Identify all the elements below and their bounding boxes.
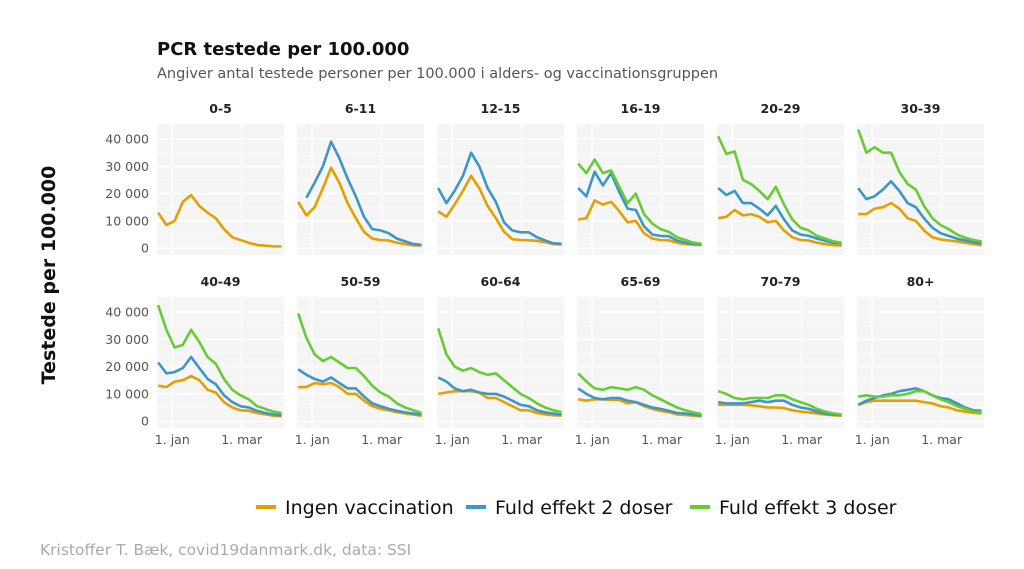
x-tick-label: 1. jan bbox=[715, 432, 750, 447]
series-line-2-doser bbox=[437, 376, 562, 417]
y-tick-label: 0 bbox=[141, 414, 149, 429]
strip-label: 40-49 bbox=[201, 274, 241, 289]
chart-subtitle: Angiver antal testede personer per 100.0… bbox=[157, 66, 718, 82]
x-tick-label: 1. jan bbox=[855, 432, 890, 447]
series-line-2-doser bbox=[577, 170, 702, 246]
series-line-3-doser bbox=[577, 372, 702, 416]
y-tick-label: 10 000 bbox=[105, 386, 149, 401]
series-line-2-doser bbox=[717, 399, 842, 417]
strip-label: 0-5 bbox=[209, 101, 232, 116]
panel-background bbox=[157, 124, 284, 255]
strip-label: 12-15 bbox=[481, 101, 521, 116]
legend-label: Fuld effekt 3 doser bbox=[719, 497, 897, 519]
y-tick-label: 0 bbox=[141, 241, 149, 256]
series-line-ingen-vaccination bbox=[718, 403, 842, 417]
panel-70-79: 70-79 1. jan 1. mar bbox=[715, 274, 844, 447]
y-tick-label: 20 000 bbox=[105, 359, 149, 374]
y-tick-label: 40 000 bbox=[105, 305, 149, 320]
x-tick-label: 1. mar bbox=[641, 432, 683, 447]
series-line-3-doser bbox=[436, 328, 562, 414]
strip-label: 80+ bbox=[907, 274, 935, 289]
series-line-2-doser bbox=[437, 151, 562, 246]
y-tick-label: 40 000 bbox=[105, 132, 149, 147]
strip-label: 50-59 bbox=[341, 274, 381, 289]
panel-background bbox=[857, 124, 984, 255]
legend-label: Fuld effekt 2 doser bbox=[495, 497, 673, 519]
x-tick-label: 1. mar bbox=[501, 432, 543, 447]
series-line-2-doser bbox=[857, 180, 982, 245]
series-line-3-doser bbox=[717, 389, 842, 416]
series-line-2-doser bbox=[297, 368, 422, 416]
strip-label: 6-11 bbox=[345, 101, 376, 116]
panel-40-49: 40-49 0 10 000 20 000 30 000 40 000 1. jan 1. m… bbox=[105, 274, 284, 447]
series-line-ingen-vaccination bbox=[577, 199, 702, 247]
series-line-ingen-vaccination bbox=[858, 201, 982, 247]
series-line-ingen-vaccination bbox=[437, 389, 562, 417]
y-tick-label: 30 000 bbox=[105, 332, 149, 347]
x-tick-label: 1. jan bbox=[295, 432, 330, 447]
panel-background bbox=[577, 297, 704, 428]
series-line-3-doser bbox=[717, 135, 842, 244]
panel-16-19: 16-19 bbox=[577, 101, 704, 255]
panel-65-69: 65-69 1. jan 1. mar bbox=[575, 274, 704, 447]
panel-background bbox=[717, 124, 844, 255]
series-line-ingen-vaccination bbox=[157, 374, 282, 418]
series-line-ingen-vaccination bbox=[717, 208, 842, 247]
x-tick-label: 1. mar bbox=[221, 432, 263, 447]
series-line-ingen-vaccination bbox=[437, 174, 562, 246]
series-line-ingen-vaccination bbox=[297, 166, 422, 247]
series-line-3-doser bbox=[856, 129, 982, 243]
panel-80+: 80+ 1. jan 1. mar bbox=[855, 274, 984, 447]
x-tick-label: 1. mar bbox=[921, 432, 963, 447]
strip-label: 70-79 bbox=[761, 274, 801, 289]
series-line-ingen-vaccination bbox=[157, 193, 282, 248]
y-tick-label: 30 000 bbox=[105, 159, 149, 174]
legend-item: Fuld effekt 2 doser bbox=[466, 497, 673, 519]
panel-0-5: 0-5 0 10 000 20 000 30 000 40 000 bbox=[105, 101, 284, 256]
series-line-2-doser bbox=[157, 355, 282, 417]
panel-50-59: 50-59 1. jan 1. mar bbox=[295, 274, 424, 447]
y-tick-label: 10 000 bbox=[105, 213, 149, 228]
panel-12-15: 12-15 bbox=[437, 101, 564, 255]
series-line-3-doser bbox=[296, 312, 423, 415]
panel-60-64: 60-64 1. jan 1. mar bbox=[435, 274, 564, 447]
strip-label: 20-29 bbox=[761, 101, 801, 116]
series-line-3-doser bbox=[577, 158, 702, 246]
strip-label: 16-19 bbox=[621, 101, 661, 116]
legend-item: Fuld effekt 3 doser bbox=[690, 497, 897, 519]
legend-item: Ingen vaccination bbox=[256, 497, 454, 519]
strip-label: 65-69 bbox=[621, 274, 661, 289]
panel-background bbox=[157, 297, 284, 428]
x-tick-label: 1. jan bbox=[155, 432, 190, 447]
panel-6-11: 6-11 bbox=[297, 101, 424, 255]
x-tick-label: 1. mar bbox=[781, 432, 823, 447]
facet-panels: 0-5 0 10 000 20 000 30 000 40 000 6-11 12-15 16-… bbox=[105, 101, 984, 447]
chart-title: PCR testede per 100.000 bbox=[157, 39, 409, 60]
caption: Kristoffer T. Bæk, covid19danmark.dk, da… bbox=[40, 541, 411, 559]
x-tick-label: 1. jan bbox=[575, 432, 610, 447]
x-tick-label: 1. jan bbox=[435, 432, 470, 447]
legend: Ingen vaccination Fuld effekt 2 doser Fuld… bbox=[256, 497, 897, 519]
strip-label: 30-39 bbox=[901, 101, 941, 116]
y-axis-label: Testede per 100.000 bbox=[38, 166, 60, 385]
panel-20-29: 20-29 bbox=[717, 101, 844, 255]
series-line-ingen-vaccination bbox=[857, 399, 982, 415]
series-line-3-doser bbox=[857, 389, 982, 414]
panel-background bbox=[577, 124, 704, 255]
series-line-2-doser bbox=[305, 140, 422, 247]
y-tick-label: 20 000 bbox=[105, 186, 149, 201]
series-line-2-doser bbox=[577, 387, 702, 417]
panel-background bbox=[717, 297, 844, 428]
strip-label: 60-64 bbox=[481, 274, 521, 289]
series-line-3-doser bbox=[156, 304, 282, 415]
legend-label: Ingen vaccination bbox=[285, 497, 454, 519]
series-line-2-doser bbox=[717, 187, 842, 245]
panel-30-39: 30-39 bbox=[856, 101, 984, 255]
panel-background bbox=[437, 124, 564, 255]
x-tick-label: 1. mar bbox=[361, 432, 403, 447]
panel-background bbox=[297, 124, 424, 255]
